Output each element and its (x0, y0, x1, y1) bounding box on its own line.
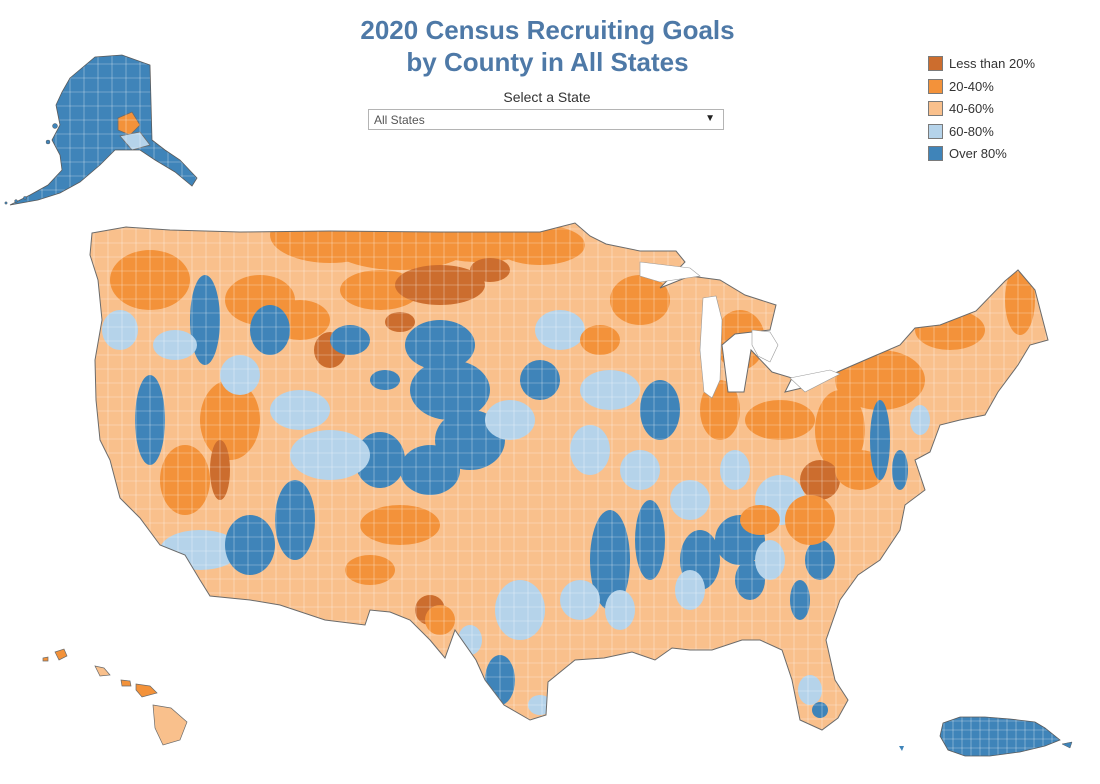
county-cluster (225, 515, 275, 575)
county-cluster (805, 540, 835, 580)
county-cluster (250, 305, 290, 355)
county-cluster (580, 370, 640, 410)
county-cluster (495, 580, 545, 640)
legend-label: Less than 20% (949, 56, 1036, 71)
county-cluster (270, 390, 330, 430)
county-cluster (570, 425, 610, 475)
county-cluster (102, 310, 138, 350)
county-cluster (425, 605, 455, 635)
county-cluster (560, 580, 600, 620)
county-cluster (290, 430, 370, 480)
legend-swatch (928, 146, 943, 161)
great-lakes (639, 261, 841, 399)
county-cluster (370, 370, 400, 390)
legend-label: 40-60% (949, 101, 994, 116)
county-cluster (670, 480, 710, 520)
county-cluster (405, 320, 475, 370)
county-cluster (812, 702, 828, 718)
legend-item-20-40[interactable]: 20-40% (928, 77, 1088, 100)
legend: Less than 20% 20-40% 40-60% 60-80% Over … (928, 54, 1088, 167)
county-cluster (720, 450, 750, 490)
county-cluster (520, 360, 560, 400)
county-cluster (355, 432, 405, 488)
puerto-rico-island-west (899, 746, 904, 751)
county-cluster (153, 330, 197, 360)
county-cluster (635, 500, 665, 580)
legend-item-40-60[interactable]: 40-60% (928, 99, 1088, 122)
page-title: 2020 Census Recruiting Goals by County i… (300, 14, 795, 78)
county-cluster (160, 445, 210, 515)
county-cluster (790, 580, 810, 620)
title-line-1: 2020 Census Recruiting Goals (360, 15, 735, 45)
county-cluster (580, 325, 620, 355)
state-dropdown-value: All States (374, 113, 425, 127)
legend-item-60-80[interactable]: 60-80% (928, 122, 1088, 145)
county-cluster (1005, 265, 1035, 335)
puerto-rico-outline (939, 716, 1061, 757)
chevron-down-icon[interactable]: ▼ (705, 113, 715, 124)
contiguous-us-outline (89, 222, 1049, 731)
legend-swatch (928, 56, 943, 71)
county-cluster (200, 380, 260, 460)
county-cluster (870, 400, 890, 480)
county-cluster (675, 570, 705, 610)
alaska-islands (4, 123, 58, 205)
map-region-alaska[interactable] (0, 50, 200, 210)
county-cluster (330, 325, 370, 355)
county-cluster (360, 505, 440, 545)
legend-item-less-than-20[interactable]: Less than 20% (928, 54, 1088, 77)
county-cluster (785, 495, 835, 545)
county-cluster (892, 450, 908, 490)
state-selector-label: Select a State (503, 89, 591, 105)
county-cluster (535, 310, 585, 350)
puerto-rico-island-small (1061, 741, 1073, 749)
county-cluster (275, 480, 315, 560)
county-cluster (835, 350, 925, 410)
county-cluster (755, 540, 785, 580)
county-cluster (470, 258, 510, 282)
county-cluster (190, 275, 220, 365)
legend-swatch (928, 101, 943, 116)
county-cluster (800, 460, 840, 500)
legend-swatch (928, 78, 943, 94)
legend-item-over-80[interactable]: Over 80% (928, 144, 1088, 167)
alaska-outline (9, 54, 198, 206)
legend-label: 60-80% (949, 123, 994, 139)
county-cluster (815, 390, 865, 470)
map-region-hawaii[interactable] (42, 648, 188, 746)
legend-swatch (928, 123, 943, 139)
legend-label: 20-40% (949, 78, 994, 94)
legend-label: Over 80% (949, 146, 1007, 161)
map-region-contiguous-us[interactable] (80, 207, 1060, 735)
county-cluster (345, 555, 395, 585)
county-cluster (590, 510, 630, 610)
county-cluster (605, 590, 635, 630)
title-line-2: by County in All States (406, 47, 689, 77)
county-cluster (798, 675, 822, 705)
county-cluster (740, 505, 780, 535)
county-cluster (385, 312, 415, 332)
county-cluster (220, 355, 260, 395)
county-cluster (495, 225, 585, 265)
county-cluster (915, 310, 985, 350)
county-cluster (640, 380, 680, 440)
state-dropdown[interactable]: All States ▼ (368, 109, 724, 130)
county-cluster (485, 400, 535, 440)
